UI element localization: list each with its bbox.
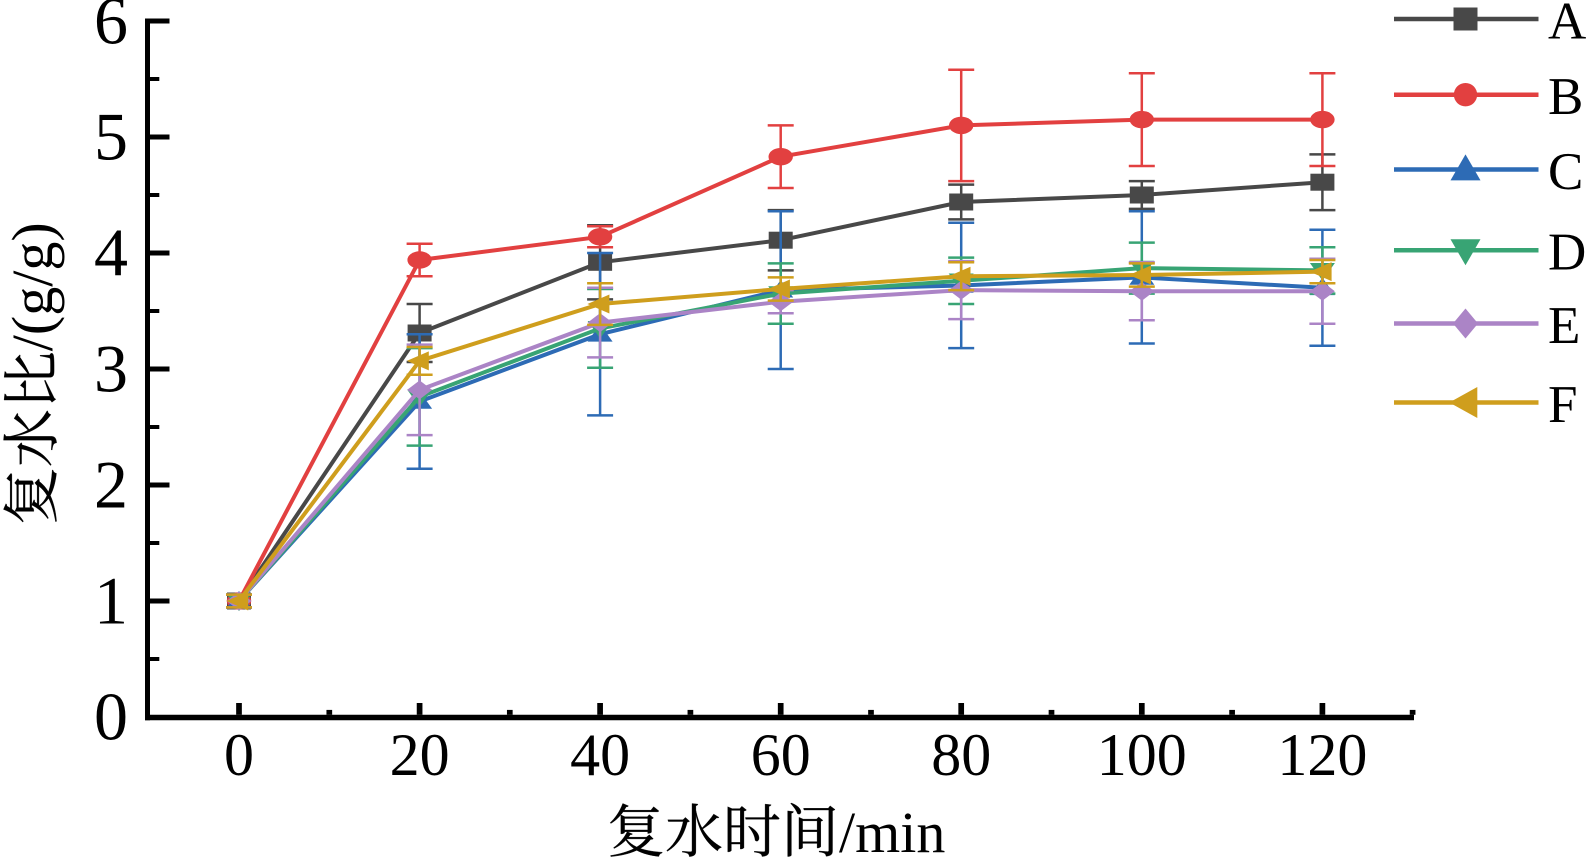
svg-text:0: 0 [224,722,254,788]
svg-text:80: 80 [931,722,991,788]
svg-text:E: E [1548,297,1580,355]
svg-text:D: D [1548,224,1586,282]
svg-text:/(g/g): /(g/g) [0,222,65,351]
svg-text:40: 40 [570,722,630,788]
svg-text:C: C [1548,143,1583,201]
svg-text:60: 60 [751,722,811,788]
svg-text:2: 2 [94,447,128,523]
svg-text:120: 120 [1277,722,1367,788]
svg-text:A: A [1548,0,1586,51]
svg-text:0: 0 [94,679,128,755]
svg-text:1: 1 [94,563,128,639]
svg-text:F: F [1548,376,1577,434]
svg-text:5: 5 [94,99,128,175]
svg-text:20: 20 [390,722,450,788]
svg-text:/min: /min [839,800,945,859]
svg-text:4: 4 [94,215,128,291]
svg-text:6: 6 [94,0,128,59]
svg-text:B: B [1548,68,1583,126]
svg-text:100: 100 [1097,722,1187,788]
svg-text:3: 3 [94,331,128,407]
